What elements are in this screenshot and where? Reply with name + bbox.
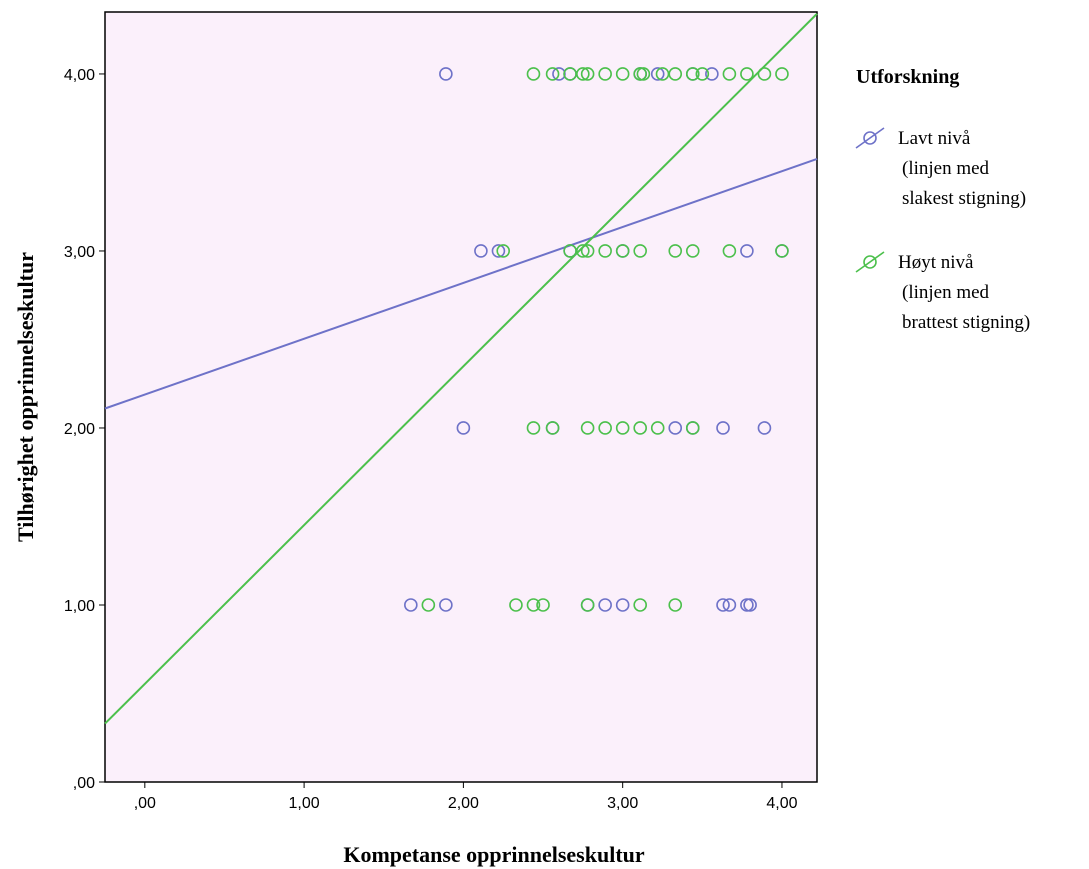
legend-marker-series-1 bbox=[863, 131, 877, 145]
x-tick-label: 1,00 bbox=[289, 795, 320, 812]
data-point-series-1 bbox=[439, 598, 453, 612]
data-point-series-1 bbox=[491, 244, 506, 258]
data-point-series-2 bbox=[722, 67, 737, 81]
legend: Utforskning Lavt nivå (linjen med slakest … bbox=[855, 66, 1030, 333]
data-point-series-2 bbox=[615, 421, 630, 435]
y-axis-title: Tilhørighet opprinnelseskultur bbox=[13, 252, 38, 542]
y-axis-ticks: ,00 1,00 2,00 3,00 4,00 bbox=[64, 67, 105, 792]
data-point-series-2 bbox=[526, 67, 541, 81]
data-point-series-1 bbox=[404, 598, 418, 612]
data-point-series-1 bbox=[668, 421, 683, 435]
data-point-series-2 bbox=[580, 244, 595, 258]
data-point-series-2 bbox=[496, 244, 511, 258]
data-point-series-1 bbox=[757, 421, 772, 435]
plot-area bbox=[104, 11, 818, 783]
data-point-series-2 bbox=[598, 67, 612, 81]
data-point-series-2 bbox=[685, 421, 700, 435]
data-point-series-2 bbox=[722, 244, 737, 258]
data-point-series-2 bbox=[509, 598, 523, 612]
legend-label-series-1: Lavt nivå bbox=[898, 128, 971, 149]
data-point-series-2 bbox=[740, 67, 754, 81]
legend-line-series-2 bbox=[855, 251, 885, 273]
data-point-series-2 bbox=[615, 67, 630, 81]
data-point-series-2 bbox=[615, 244, 630, 258]
x-tick-label: ,00 bbox=[134, 795, 156, 812]
data-point-series-2 bbox=[545, 67, 560, 81]
data-point-series-2 bbox=[526, 598, 541, 612]
data-point-series-1 bbox=[650, 67, 665, 81]
data-point-series-2 bbox=[668, 244, 683, 258]
data-point-series-2 bbox=[545, 421, 560, 435]
data-points bbox=[404, 67, 789, 612]
x-tick-label: 3,00 bbox=[607, 795, 638, 812]
data-point-series-2 bbox=[421, 598, 436, 612]
data-point-series-2 bbox=[580, 67, 595, 81]
data-point-series-1 bbox=[722, 598, 737, 612]
data-point-series-2 bbox=[668, 67, 683, 81]
data-point-series-2 bbox=[685, 67, 700, 81]
data-point-series-1 bbox=[615, 598, 630, 612]
x-axis-title: Kompetanse opprinnelseskultur bbox=[343, 842, 645, 867]
data-point-series-2 bbox=[636, 67, 651, 81]
data-point-series-1 bbox=[740, 244, 754, 258]
legend-line-series-1 bbox=[855, 127, 885, 149]
legend-marker-series-2 bbox=[863, 255, 877, 269]
legend-label-series-2: (linjen med bbox=[902, 282, 990, 303]
data-point-series-2 bbox=[775, 67, 789, 81]
y-tick-label: 2,00 bbox=[64, 421, 95, 438]
data-point-series-2 bbox=[668, 598, 683, 612]
fit-line-series-2 bbox=[104, 13, 818, 725]
data-point-series-2 bbox=[580, 598, 595, 612]
data-point-series-2 bbox=[685, 244, 700, 258]
data-point-series-2 bbox=[598, 244, 612, 258]
data-point-series-2 bbox=[576, 67, 590, 81]
legend-label-series-1: slakest stigning) bbox=[902, 188, 1026, 209]
data-point-series-2 bbox=[775, 244, 789, 258]
data-point-series-2 bbox=[526, 421, 541, 435]
data-point-series-2 bbox=[598, 421, 612, 435]
data-point-series-1 bbox=[439, 67, 453, 81]
y-tick-label: 4,00 bbox=[64, 67, 95, 84]
y-tick-label: 1,00 bbox=[64, 598, 95, 615]
x-axis-ticks: ,00 1,00 2,00 3,00 4,00 bbox=[134, 782, 798, 812]
data-point-series-1 bbox=[716, 421, 730, 435]
data-point-series-2 bbox=[695, 67, 710, 81]
fit-line-series-1 bbox=[104, 157, 818, 410]
legend-title: Utforskning bbox=[856, 66, 959, 88]
legend-label-series-2: brattest stigning) bbox=[902, 312, 1030, 333]
data-point-series-1 bbox=[598, 598, 612, 612]
x-tick-label: 4,00 bbox=[766, 795, 797, 812]
x-tick-label: 2,00 bbox=[448, 795, 479, 812]
legend-label-series-2: Høyt nivå bbox=[898, 252, 974, 273]
data-point-series-2 bbox=[580, 421, 595, 435]
data-point-series-2 bbox=[576, 244, 590, 258]
data-point-series-1 bbox=[552, 67, 566, 81]
y-tick-label: ,00 bbox=[73, 775, 95, 792]
data-point-series-2 bbox=[633, 244, 647, 258]
data-point-series-1 bbox=[716, 598, 730, 612]
data-point-series-1 bbox=[705, 67, 719, 81]
data-point-series-2 bbox=[633, 598, 647, 612]
data-point-series-2 bbox=[757, 67, 772, 81]
legend-label-series-1: (linjen med bbox=[902, 158, 990, 179]
data-point-series-2 bbox=[633, 421, 647, 435]
data-point-series-2 bbox=[536, 598, 550, 612]
fit-lines bbox=[104, 13, 818, 725]
data-point-series-2 bbox=[650, 421, 665, 435]
data-point-series-1 bbox=[474, 244, 488, 258]
y-tick-label: 3,00 bbox=[64, 244, 95, 261]
data-point-series-1 bbox=[743, 598, 757, 612]
data-point-series-1 bbox=[456, 421, 471, 435]
